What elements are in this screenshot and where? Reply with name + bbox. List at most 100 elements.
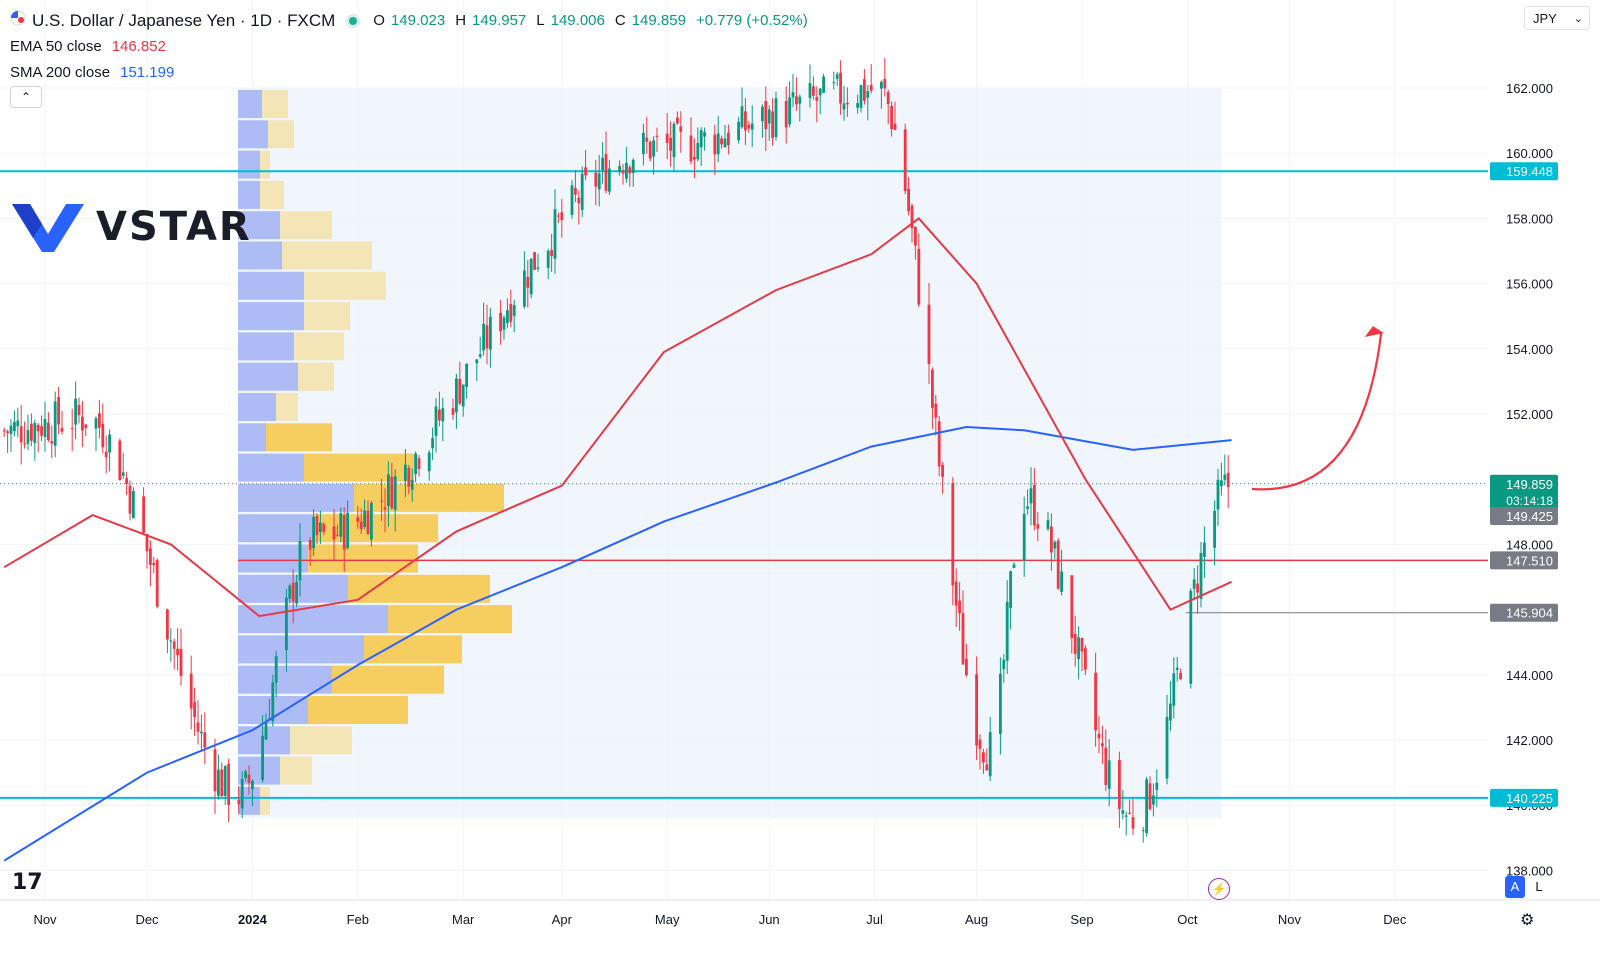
candle-body bbox=[1094, 672, 1097, 731]
candle-body bbox=[1107, 760, 1111, 789]
candle-body bbox=[978, 739, 982, 749]
candle-body bbox=[155, 560, 159, 607]
candle bbox=[346, 500, 349, 550]
time-tick-label: Dec bbox=[1383, 912, 1407, 927]
candle-body bbox=[1152, 795, 1155, 805]
candle bbox=[475, 359, 479, 382]
candle-body bbox=[200, 731, 203, 734]
price-badge: 145.904 bbox=[1490, 603, 1558, 622]
collapse-legend-button[interactable]: ⌃ bbox=[10, 86, 42, 108]
candle-body bbox=[434, 406, 438, 436]
volume-profile-bar bbox=[280, 211, 332, 240]
candle-body bbox=[108, 434, 111, 453]
candle bbox=[172, 638, 176, 670]
candle-body bbox=[346, 512, 349, 549]
sma200-line bbox=[3, 425, 1232, 862]
candle-body bbox=[227, 763, 230, 806]
candle-body bbox=[1077, 637, 1080, 660]
candle bbox=[125, 471, 128, 496]
candle bbox=[1213, 500, 1216, 566]
candle-body bbox=[145, 533, 149, 552]
candle-body bbox=[458, 379, 462, 404]
candle bbox=[784, 86, 788, 144]
candle bbox=[1056, 538, 1060, 591]
candle bbox=[220, 762, 224, 797]
candle-body bbox=[546, 250, 550, 268]
candle bbox=[410, 468, 414, 502]
candle-body bbox=[1053, 541, 1057, 549]
candle bbox=[764, 86, 768, 152]
candle bbox=[958, 582, 961, 631]
auto-scale-button[interactable]: A bbox=[1505, 876, 1525, 898]
time-tick-label: May bbox=[655, 912, 680, 927]
candle-body bbox=[1036, 524, 1040, 529]
candle-body bbox=[74, 398, 77, 425]
candle-body bbox=[370, 502, 373, 540]
currency-select[interactable]: JPY ⌄ bbox=[1524, 6, 1590, 30]
candle-body bbox=[812, 86, 815, 96]
volume-profile-bar bbox=[238, 453, 304, 482]
time-axis: Nov Dec 2024 Feb Mar Apr May Jun Jul Aug Sep Oct Nov… bbox=[0, 899, 1600, 927]
candle bbox=[1036, 512, 1040, 542]
candle bbox=[315, 513, 319, 545]
candle bbox=[625, 147, 628, 183]
candle-body bbox=[1192, 579, 1196, 589]
candle-body bbox=[1189, 590, 1193, 684]
candle bbox=[767, 105, 771, 141]
candle-body bbox=[788, 97, 791, 125]
indicator-ema-row[interactable]: EMA 50 close 146.852 bbox=[10, 34, 812, 60]
candle-body bbox=[628, 167, 632, 174]
candle bbox=[132, 487, 135, 519]
candle-body bbox=[672, 123, 676, 158]
settings-gear-icon[interactable]: ⚙ bbox=[1520, 912, 1535, 929]
candle bbox=[43, 401, 47, 452]
candle-body bbox=[526, 276, 530, 288]
candle bbox=[1131, 797, 1135, 835]
price-tick-label: 144.000 bbox=[1506, 668, 1553, 683]
candle bbox=[631, 158, 635, 187]
candle bbox=[332, 509, 336, 561]
candle-body bbox=[1070, 575, 1074, 639]
candle bbox=[1141, 826, 1145, 843]
candle-body bbox=[407, 467, 411, 487]
candle-body bbox=[767, 109, 771, 124]
price-tick-label: 162.000 bbox=[1506, 81, 1553, 96]
candle-body bbox=[1050, 526, 1053, 553]
volume-profile-bar bbox=[238, 393, 276, 421]
candle bbox=[601, 142, 604, 184]
indicator-sma-row[interactable]: SMA 200 close 151.199 bbox=[10, 60, 812, 86]
candle bbox=[1128, 799, 1131, 815]
indicator-ema-value: 146.852 bbox=[111, 38, 166, 55]
candle bbox=[506, 298, 509, 329]
candle bbox=[978, 734, 982, 770]
candle bbox=[917, 233, 921, 308]
tradingview-logo-icon[interactable]: 17 bbox=[12, 870, 43, 895]
candle-body bbox=[703, 132, 706, 137]
candle-body bbox=[985, 764, 989, 771]
candle bbox=[536, 253, 540, 272]
lightning-icon[interactable]: ⚡ bbox=[1208, 878, 1230, 900]
candle-body bbox=[189, 673, 193, 709]
candle-body bbox=[223, 766, 227, 796]
candle bbox=[336, 524, 339, 537]
candle bbox=[832, 71, 836, 90]
log-scale-button[interactable]: L bbox=[1535, 879, 1543, 894]
candle bbox=[1223, 454, 1227, 486]
candle bbox=[893, 101, 897, 131]
candle bbox=[16, 407, 20, 438]
candle-body bbox=[142, 496, 145, 533]
candle bbox=[533, 251, 536, 271]
vstar-logo-text: VSTAR bbox=[96, 204, 252, 250]
candle-body bbox=[937, 421, 941, 467]
candle bbox=[774, 91, 778, 141]
price-tick-label: 142.000 bbox=[1506, 733, 1553, 748]
candle bbox=[1145, 776, 1148, 837]
candle bbox=[546, 248, 550, 280]
candle bbox=[737, 116, 740, 144]
candle-body bbox=[132, 491, 135, 519]
symbol-title[interactable]: U.S. Dollar / Japanese Yen · 1D · FXCM bbox=[32, 11, 336, 30]
candle-body bbox=[961, 613, 965, 665]
volume-profile-bar bbox=[308, 696, 408, 724]
